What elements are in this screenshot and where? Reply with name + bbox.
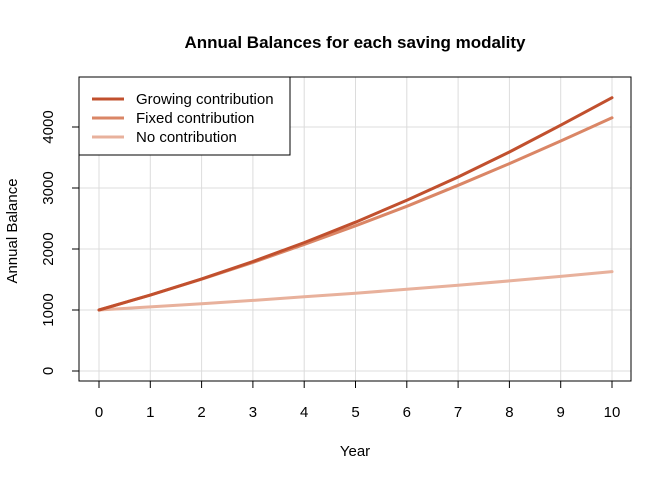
- legend: Growing contribution Fixed contribution …: [78, 76, 291, 156]
- x-tick-label: 10: [604, 404, 621, 421]
- y-tick-label: 2000: [40, 232, 57, 265]
- series-lines: [97, 96, 614, 312]
- chart-title: Annual Balances for each saving modality: [184, 33, 526, 52]
- x-tick-label: 6: [403, 404, 411, 421]
- x-tick-label: 1: [146, 404, 154, 421]
- x-axis: 0 1 2 3 4 5 6 7 8 9 10: [95, 380, 621, 421]
- x-axis-label: Year: [340, 443, 370, 460]
- y-axis: 0 1000 2000 3000 4000: [40, 110, 80, 375]
- x-tick-label: 4: [300, 404, 308, 421]
- x-tick-label: 2: [197, 404, 205, 421]
- x-tick-label: 5: [351, 404, 359, 421]
- legend-box: [78, 76, 291, 156]
- x-tick-label: 0: [95, 404, 103, 421]
- y-axis-label: Annual Balance: [4, 178, 21, 283]
- x-tick-label: 7: [454, 404, 462, 421]
- legend-label-none: No contribution: [136, 129, 237, 146]
- grid: [79, 77, 631, 381]
- y-tick-label: 3000: [40, 171, 57, 204]
- series-line-none: [97, 270, 614, 312]
- y-tick-label: 4000: [40, 110, 57, 143]
- series-line-growing: [97, 96, 614, 312]
- x-tick-label: 9: [557, 404, 565, 421]
- legend-label-growing: Growing contribution: [136, 91, 274, 108]
- x-tick-label: 8: [505, 404, 513, 421]
- y-tick-label: 0: [40, 367, 57, 375]
- x-tick-label: 3: [249, 404, 257, 421]
- legend-label-fixed: Fixed contribution: [136, 110, 254, 127]
- y-tick-label: 1000: [40, 293, 57, 326]
